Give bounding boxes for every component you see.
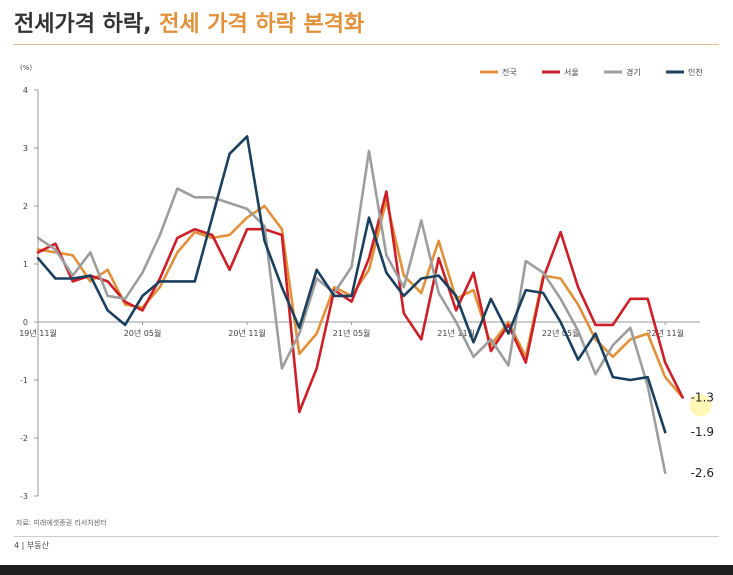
y-tick-label: 2 — [23, 202, 28, 211]
series-line-3 — [36, 135, 667, 434]
x-tick-label: 20년 11월 — [228, 328, 266, 338]
y-axis-unit: (%) — [20, 64, 32, 72]
x-tick-label: 21년 11월 — [437, 328, 475, 338]
legend-label-1: 서울 — [564, 68, 579, 77]
source-note: 자료: 미래에셋증권 리서치센터 — [16, 519, 107, 527]
bottom-bar — [0, 565, 733, 575]
x-tick-label: 21년 05월 — [333, 328, 371, 338]
footer-divider — [14, 536, 719, 537]
series-line-2 — [36, 149, 667, 475]
series-line-1 — [36, 190, 684, 414]
y-tick-label: -2 — [20, 434, 28, 443]
x-tick-label: 22년 05월 — [542, 328, 580, 338]
legend-label-0: 전국 — [502, 67, 517, 77]
x-tick-label: 19년 11월 — [19, 328, 57, 338]
page-title: 전세가격 하락, 전세 가격 하락 본격화 — [14, 6, 364, 38]
series-line-0 — [36, 198, 684, 399]
x-tick-label: 22년 11월 — [646, 328, 684, 338]
end-value-label-0: -1.3 — [691, 390, 714, 404]
end-value-label-2: -2.6 — [691, 466, 714, 480]
title-accent: 전세 가격 하락 본격화 — [159, 12, 365, 37]
y-tick-label: 1 — [23, 260, 28, 269]
y-tick-label: -3 — [20, 492, 28, 501]
y-tick-label: 3 — [23, 144, 28, 153]
highlight-spot — [689, 394, 712, 417]
page-footer: 4 | 부동산 — [14, 541, 49, 550]
title-main: 전세가격 하락, — [14, 12, 152, 37]
x-tick-label: 20년 05월 — [124, 328, 162, 338]
y-tick-label: -1 — [20, 376, 28, 385]
title-divider — [14, 44, 719, 45]
y-tick-label: 0 — [23, 318, 28, 327]
end-value-label-1: -1.9 — [691, 425, 714, 439]
y-tick-label: 4 — [23, 86, 28, 95]
line-chart: 4 3 2 1 0 -1 -2 -3 (%) 19년 11월 20년 05월 20년 11월 21년 0… — [19, 64, 714, 501]
legend-label-2: 경기 — [626, 67, 641, 77]
legend-label-3: 인천 — [688, 67, 703, 77]
